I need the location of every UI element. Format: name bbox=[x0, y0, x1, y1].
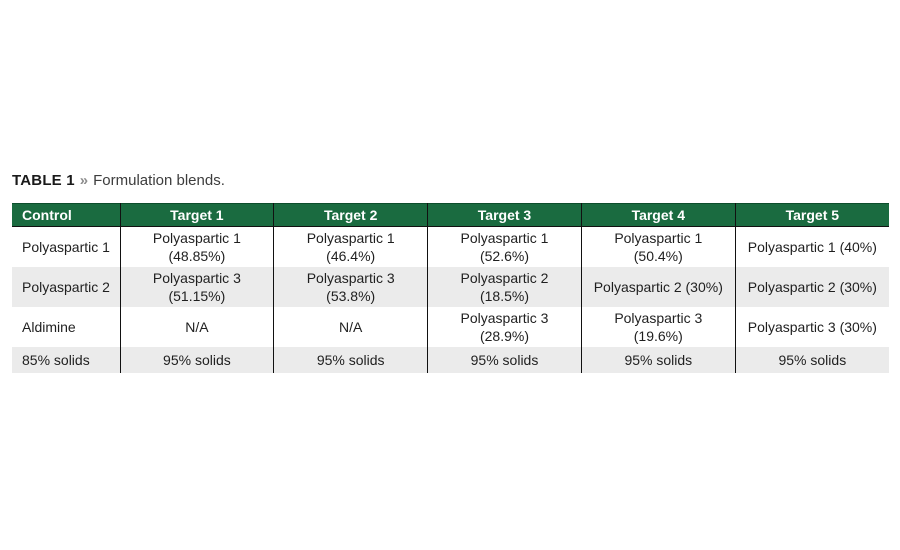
table-cell: 95% solids bbox=[120, 347, 275, 373]
column-header-target-5: Target 5 bbox=[735, 203, 889, 227]
table-cell: Polyaspartic 3 (51.15%) bbox=[120, 267, 275, 307]
column-header-target-4: Target 4 bbox=[581, 203, 736, 227]
table-cell: Polyaspartic 1 (46.4%) bbox=[273, 226, 429, 267]
table-cell: Polyaspartic 1 bbox=[12, 226, 121, 267]
table-cell: Polyaspartic 2 bbox=[12, 267, 121, 307]
column-header-control: Control bbox=[12, 203, 121, 227]
table-cell: Polyaspartic 2 (18.5%) bbox=[427, 267, 582, 307]
table-row: Polyaspartic 2 Polyaspartic 3 (51.15%) P… bbox=[12, 267, 889, 307]
table-cell: Polyaspartic 3 (53.8%) bbox=[273, 267, 429, 307]
table-cell: Polyaspartic 3 (28.9%) bbox=[427, 307, 582, 347]
table-cell: Polyaspartic 1 (48.85%) bbox=[120, 226, 275, 267]
column-header-target-1: Target 1 bbox=[120, 203, 275, 227]
table-cell: Polyaspartic 3 (19.6%) bbox=[581, 307, 736, 347]
formulation-table: Control Target 1 Target 2 Target 3 Targe… bbox=[12, 203, 889, 373]
table-cell: Polyaspartic 2 (30%) bbox=[581, 267, 736, 307]
table-row: Aldimine N/A N/A Polyaspartic 3 (28.9%) … bbox=[12, 307, 889, 347]
table-row: 85% solids 95% solids 95% solids 95% sol… bbox=[12, 347, 889, 373]
table-cell: Polyaspartic 1 (40%) bbox=[747, 238, 877, 255]
table-row: Polyaspartic 1 Polyaspartic 1 (48.85%) P… bbox=[12, 226, 889, 267]
table-cell: 95% solids bbox=[735, 347, 889, 373]
table-cell: Polyaspartic 1 (50.4%) bbox=[581, 226, 736, 267]
table-cell: Aldimine bbox=[12, 307, 121, 347]
table-cell: 85% solids bbox=[12, 347, 121, 373]
table-cell: 95% solids bbox=[427, 347, 582, 373]
header-row: Control Target 1 Target 2 Target 3 Targe… bbox=[12, 203, 889, 227]
table-caption-text: Formulation blends. bbox=[93, 172, 225, 189]
table-cell: 95% solids bbox=[581, 347, 736, 373]
double-chevron-icon: » bbox=[79, 172, 89, 189]
table-caption: TABLE 1» Formulation blends. bbox=[12, 172, 225, 189]
table-cell: Polyaspartic 3 (30%) bbox=[747, 318, 877, 335]
column-header-target-3: Target 3 bbox=[427, 203, 582, 227]
table-cell: Polyaspartic 1 (52.6%) bbox=[427, 226, 582, 267]
table-cell: N/A bbox=[273, 307, 429, 347]
table-cell: 95% solids bbox=[273, 347, 429, 373]
column-header-target-2: Target 2 bbox=[273, 203, 429, 227]
table-cell: Polyaspartic 2 (30%) bbox=[735, 267, 889, 307]
table-caption-label: TABLE 1 bbox=[12, 172, 75, 189]
table-cell: N/A bbox=[120, 307, 275, 347]
